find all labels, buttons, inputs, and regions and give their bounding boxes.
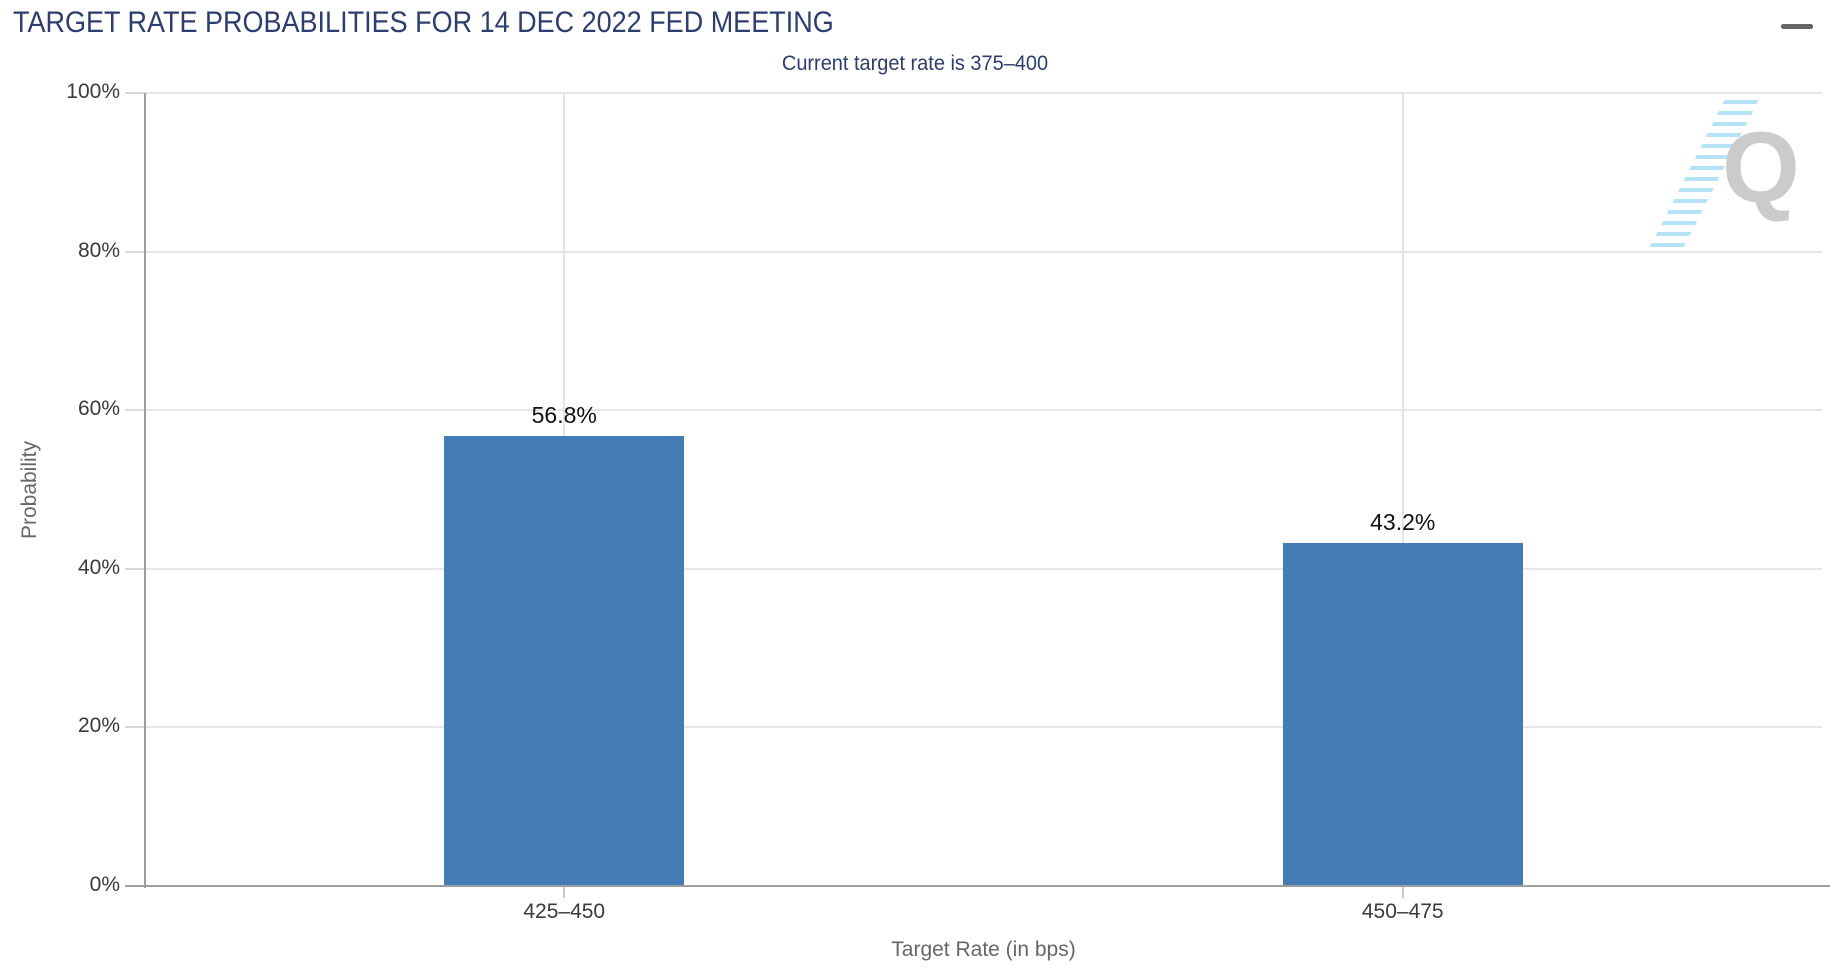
y-axis-tick: [125, 92, 145, 94]
bar-value-label: 43.2%: [1370, 509, 1436, 536]
bar-value-label: 56.8%: [531, 401, 597, 428]
vertical-gridline: [1401, 93, 1404, 886]
y-axis-tick: [125, 726, 145, 729]
y-tick-label: 0%: [89, 873, 120, 896]
y-gridline: [145, 726, 1822, 729]
y-gridline: [145, 409, 1822, 412]
y-tick-label: 40%: [77, 555, 120, 579]
y-tick-label: 60%: [77, 397, 120, 421]
watermark-q-logo-icon: Q: [1722, 112, 1800, 224]
bar[interactable]: [444, 435, 685, 886]
y-gridline: [145, 250, 1822, 253]
chart-subtitle: Current target rate is 375–400: [781, 52, 1049, 75]
y-gridline: [145, 92, 1822, 94]
x-category-label: 450–475: [1361, 900, 1444, 923]
x-category-label: 425–450: [523, 900, 606, 923]
x-axis-title: Target Rate (in bps): [891, 938, 1076, 961]
x-axis-line: [125, 885, 1830, 887]
y-axis-tick: [125, 409, 145, 412]
y-tick-label: 20%: [77, 714, 120, 738]
x-axis-tick: [563, 886, 566, 898]
y-axis-tick: [125, 250, 145, 253]
bar[interactable]: [1282, 543, 1523, 886]
y-tick-label: 100%: [66, 80, 120, 103]
chart-title: TARGET RATE PROBABILITIES FOR 14 DEC 202…: [13, 6, 834, 39]
x-axis-tick: [1401, 886, 1404, 898]
y-axis-tick: [125, 567, 145, 570]
hamburger-icon: [1781, 24, 1813, 29]
y-tick-label: 80%: [77, 238, 120, 262]
y-axis-line: [144, 93, 146, 888]
context-menu-button[interactable]: [1781, 24, 1813, 51]
y-axis-title: Probability: [18, 440, 41, 540]
y-gridline: [145, 567, 1822, 570]
